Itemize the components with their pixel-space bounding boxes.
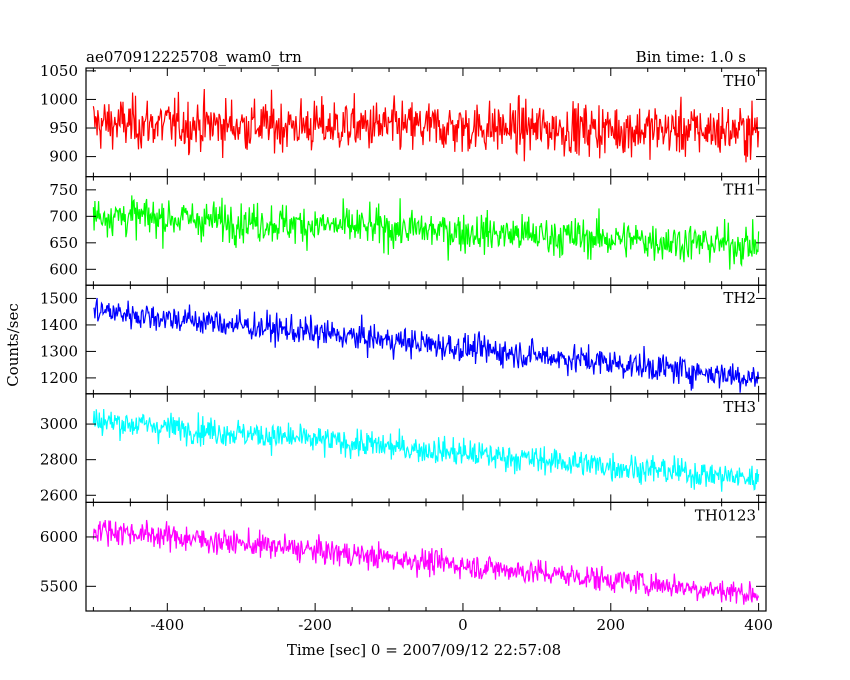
series-label-th3: TH3 xyxy=(723,398,756,416)
series-line-th0123 xyxy=(92,519,760,605)
y-tick-label: 2600 xyxy=(40,486,78,504)
bin-time-label: Bin time: 1.0 s xyxy=(636,48,746,66)
y-tick-label: 700 xyxy=(49,207,78,225)
series-label-th1: TH1 xyxy=(723,181,756,199)
x-tick-label: 200 xyxy=(596,616,625,634)
x-tick-label: 400 xyxy=(744,616,773,634)
x-tick-label: 0 xyxy=(458,616,468,634)
panels-group: TH0 900 950 1000 1050 TH1 600 650 700 750 TH2 1200 1… xyxy=(40,62,767,612)
y-tick-label: 1400 xyxy=(40,316,78,334)
y-tick-label: 3000 xyxy=(40,415,78,433)
y-tick-label: 2800 xyxy=(40,451,78,469)
y-tick-label: 1500 xyxy=(40,289,78,307)
series-line-th2 xyxy=(93,297,760,393)
panel-th0: TH0 900 950 1000 1050 xyxy=(40,62,767,178)
panel-th2: TH2 1200 1300 1400 1500 xyxy=(40,284,767,395)
y-tick-label: 1000 xyxy=(40,90,78,108)
y-tick-label: 650 xyxy=(49,234,78,252)
y-tick-label: 6000 xyxy=(40,528,78,546)
x-tick-label: -400 xyxy=(150,616,184,634)
series-label-th0: TH0 xyxy=(723,72,756,90)
panel-th0123: TH0123 5500 6000 xyxy=(40,501,767,612)
series-label-th2: TH2 xyxy=(723,289,756,307)
y-tick-label: 600 xyxy=(49,260,78,278)
panel-th3: TH3 2600 2800 3000 xyxy=(40,393,767,504)
y-tick-label: 5500 xyxy=(40,577,78,595)
y-tick-label: 900 xyxy=(49,148,78,166)
panel-th1: TH1 600 650 700 750 xyxy=(49,176,767,286)
y-tick-label: 750 xyxy=(49,181,78,199)
chart-title: ae070912225708_wam0_trn xyxy=(86,48,302,66)
y-tick-label: 1300 xyxy=(40,342,78,360)
y-tick-label: 950 xyxy=(49,119,78,137)
series-line-th1 xyxy=(92,195,760,270)
y-axis-label: Counts/sec xyxy=(4,303,22,387)
series-line-th3 xyxy=(92,408,760,492)
series-label-th0123: TH0123 xyxy=(695,506,756,524)
x-tick-labels: -400 -200 0 200 400 xyxy=(150,616,772,634)
y-tick-label: 1050 xyxy=(40,62,78,80)
x-tick-label: -200 xyxy=(298,616,332,634)
x-axis-label: Time [sec] 0 = 2007/09/12 22:57:08 xyxy=(287,641,561,659)
y-tick-label: 1200 xyxy=(40,369,78,387)
series-line-th0 xyxy=(92,88,760,163)
